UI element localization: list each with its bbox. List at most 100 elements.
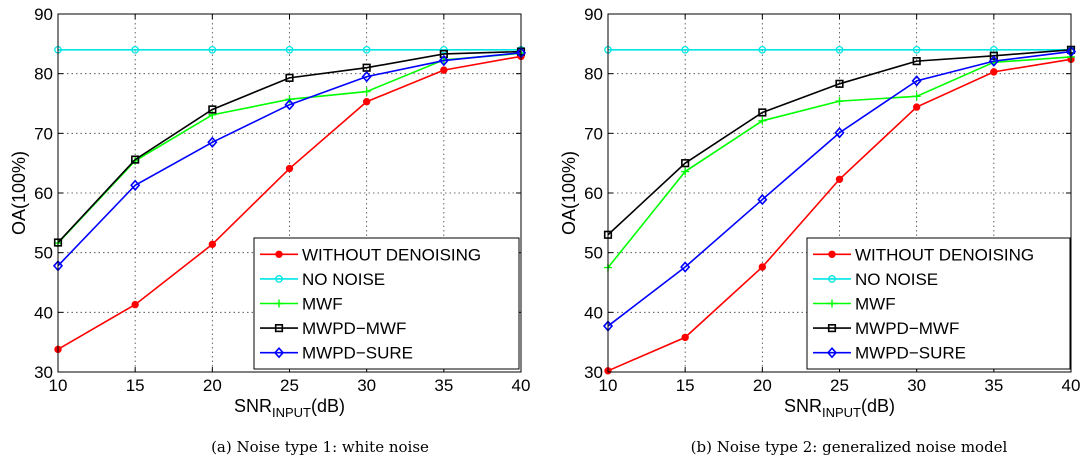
- legend-swatch-marker: [828, 250, 836, 259]
- figure-caption: (a) Noise type 1: white noise: [211, 438, 429, 456]
- chart-panel-2: 10 15 20 25 30 35 40 30 40 50 60 70 80 90 OA(100%) SNRI…: [559, 5, 1080, 456]
- legend-label: WITHOUT DENOISING: [302, 245, 481, 264]
- legend-label: MWPD−SURE: [302, 344, 413, 363]
- data-point: [439, 45, 448, 54]
- data-point: [207, 136, 218, 148]
- figure-caption: (b) Noise type 2: generalized noise mode…: [691, 438, 1008, 456]
- data-point: [680, 261, 691, 273]
- legend-swatch-marker: [826, 346, 838, 359]
- legend-swatch-marker: [275, 275, 283, 283]
- x-axis-label-sub: INPUT: [822, 405, 861, 420]
- data-point: [912, 92, 921, 101]
- x-tick-label: 40: [1062, 376, 1081, 395]
- x-tick-label: 25: [280, 376, 299, 395]
- data-point: [834, 127, 845, 139]
- data-point: [911, 75, 922, 87]
- axes-frame: [607, 13, 1072, 373]
- y-tick-label: 40: [584, 303, 603, 322]
- y-tick-label: 30: [584, 363, 603, 382]
- legend: WITHOUT DENOISING NO NOISE MWF MWPD−MWF MWPD…: [253, 237, 520, 370]
- data-point: [758, 45, 767, 54]
- legend-entry: WITHOUT DENOISING: [260, 245, 481, 264]
- x-tick-label: 10: [49, 376, 68, 395]
- data-point: [284, 98, 295, 111]
- data-point: [912, 57, 921, 66]
- data-point: [758, 263, 767, 271]
- legend-entry: NO NOISE: [813, 270, 938, 289]
- x-tick-label: 30: [907, 376, 926, 395]
- axes-frame: [57, 13, 522, 373]
- x-axis-label-unit: (dB): [311, 396, 345, 416]
- legend-swatch-marker: [828, 275, 836, 283]
- legend-entry: MWPD−SURE: [260, 344, 413, 363]
- data-point: [988, 55, 999, 67]
- x-tick-label: 30: [357, 376, 376, 395]
- legend-entry: MWPD−SURE: [813, 344, 966, 363]
- legend-label: MWF: [302, 295, 343, 314]
- x-tick-label: 15: [126, 376, 145, 395]
- x-tick-label: 35: [434, 376, 453, 395]
- y-tick-label: 50: [584, 244, 603, 263]
- series-without-denoising: [604, 55, 1075, 375]
- data-point: [131, 300, 139, 309]
- data-point: [438, 54, 449, 67]
- y-tick-label: 30: [34, 363, 53, 382]
- data-point: [362, 45, 371, 54]
- y-tick-label: 60: [34, 184, 53, 203]
- y-tick-label: 80: [34, 65, 53, 84]
- legend-label: MWPD−MWF: [855, 319, 959, 338]
- chart-panel-1: 10 15 20 25 30 35 40 30 40 50 60 70 80 90 OA(100%) SNRI…: [9, 5, 530, 456]
- x-axis-label-main: SNR: [784, 396, 822, 416]
- data-point: [990, 68, 998, 76]
- legend-label: NO NOISE: [302, 270, 385, 289]
- y-tick-label: 70: [584, 124, 603, 143]
- x-axis-label: SNRINPUT(dB): [784, 396, 895, 420]
- data-point: [285, 73, 294, 82]
- data-point: [439, 49, 448, 59]
- legend-box: [253, 237, 520, 370]
- y-tick-label: 90: [584, 5, 603, 24]
- y-tick-label: 40: [34, 303, 53, 322]
- legend-entry: MWF: [813, 295, 896, 314]
- legend-swatch-marker: [274, 323, 284, 333]
- data-point: [361, 70, 372, 83]
- x-tick-label: 40: [512, 376, 531, 395]
- legend-label: MWPD−MWF: [302, 319, 406, 338]
- legend-entry: NO NOISE: [260, 270, 385, 289]
- data-point: [208, 240, 217, 249]
- data-point: [681, 333, 689, 342]
- data-point: [285, 164, 294, 173]
- legend-entry: MWF: [260, 295, 343, 314]
- x-axis-label: SNRINPUT(dB): [234, 396, 345, 420]
- x-axis-label-main: SNR: [234, 396, 272, 416]
- legend: WITHOUT DENOISING NO NOISE MWF MWPD−MWF MWPD…: [806, 237, 1071, 370]
- data-point: [835, 175, 844, 183]
- x-axis-label-sub: INPUT: [272, 405, 311, 420]
- y-axis-label: OA(100%): [9, 151, 29, 235]
- data-point: [681, 45, 690, 54]
- data-point: [757, 193, 768, 206]
- legend-swatch-marker: [273, 346, 285, 359]
- data-point: [362, 87, 371, 96]
- data-point: [835, 45, 844, 54]
- series-line: [607, 50, 1072, 327]
- data-point: [989, 51, 998, 60]
- data-point: [440, 66, 448, 74]
- data-point: [835, 97, 844, 106]
- data-point: [912, 103, 921, 111]
- data-point: [208, 45, 217, 54]
- y-axis-label: OA(100%): [559, 151, 579, 235]
- x-tick-label: 10: [599, 376, 618, 395]
- x-tick-label: 15: [676, 376, 695, 395]
- x-tick-label: 25: [830, 376, 849, 395]
- y-tick-label: 60: [584, 184, 603, 203]
- series-line: [57, 50, 522, 244]
- series-line: [57, 51, 522, 267]
- legend-entry: MWPD−MWF: [260, 319, 406, 338]
- x-axis-label-unit: (dB): [861, 396, 895, 416]
- data-point: [758, 116, 767, 125]
- data-point: [131, 155, 140, 164]
- legend-entry: MWPD−MWF: [813, 319, 959, 338]
- series-no-noise: [54, 45, 525, 54]
